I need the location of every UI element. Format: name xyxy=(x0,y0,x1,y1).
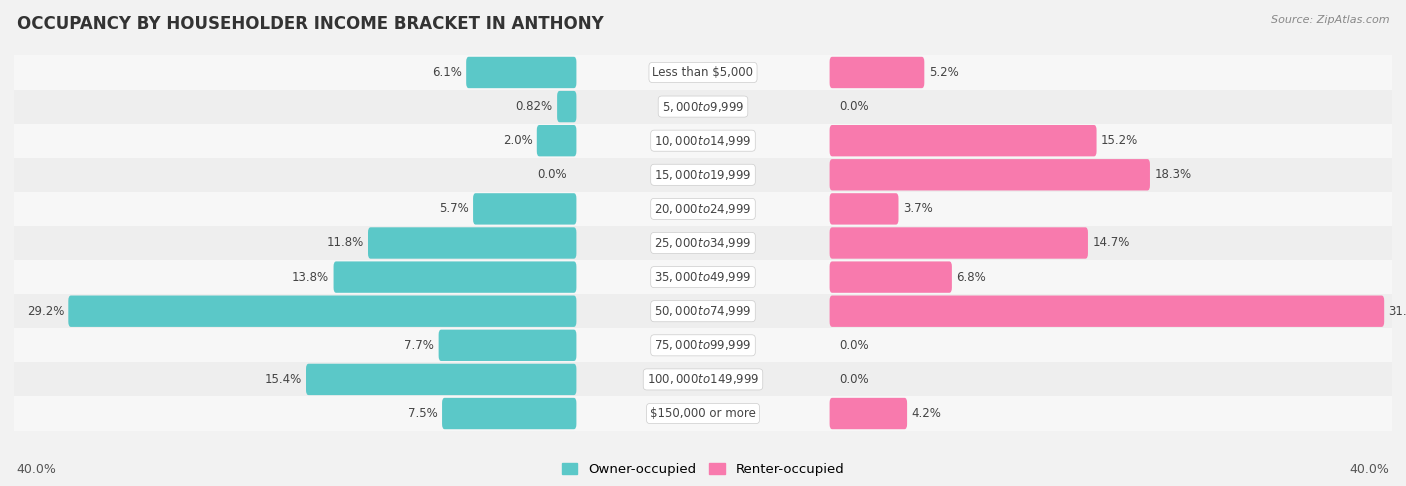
FancyBboxPatch shape xyxy=(333,261,576,293)
Text: 0.0%: 0.0% xyxy=(537,168,567,181)
Bar xyxy=(0,89,1406,123)
Text: 0.0%: 0.0% xyxy=(839,100,869,113)
Text: 40.0%: 40.0% xyxy=(17,463,56,476)
Bar xyxy=(0,192,1406,226)
Text: 5.7%: 5.7% xyxy=(439,202,468,215)
Bar xyxy=(0,55,1406,89)
Text: 3.7%: 3.7% xyxy=(903,202,932,215)
Text: OCCUPANCY BY HOUSEHOLDER INCOME BRACKET IN ANTHONY: OCCUPANCY BY HOUSEHOLDER INCOME BRACKET … xyxy=(17,15,603,33)
FancyBboxPatch shape xyxy=(830,261,952,293)
Text: $20,000 to $24,999: $20,000 to $24,999 xyxy=(654,202,752,216)
Text: 29.2%: 29.2% xyxy=(27,305,65,318)
FancyBboxPatch shape xyxy=(307,364,576,395)
Text: Source: ZipAtlas.com: Source: ZipAtlas.com xyxy=(1271,15,1389,25)
FancyBboxPatch shape xyxy=(830,295,1384,327)
Text: $75,000 to $99,999: $75,000 to $99,999 xyxy=(654,338,752,352)
Text: $15,000 to $19,999: $15,000 to $19,999 xyxy=(654,168,752,182)
Bar xyxy=(0,158,1406,192)
Text: 4.2%: 4.2% xyxy=(911,407,941,420)
Text: Less than $5,000: Less than $5,000 xyxy=(652,66,754,79)
Text: 7.5%: 7.5% xyxy=(408,407,437,420)
FancyBboxPatch shape xyxy=(830,227,1088,259)
Text: $5,000 to $9,999: $5,000 to $9,999 xyxy=(662,100,744,114)
Text: $150,000 or more: $150,000 or more xyxy=(650,407,756,420)
FancyBboxPatch shape xyxy=(368,227,576,259)
Bar xyxy=(0,363,1406,397)
FancyBboxPatch shape xyxy=(830,125,1097,156)
Legend: Owner-occupied, Renter-occupied: Owner-occupied, Renter-occupied xyxy=(557,457,849,481)
FancyBboxPatch shape xyxy=(557,91,576,122)
FancyBboxPatch shape xyxy=(441,398,576,429)
Text: $10,000 to $14,999: $10,000 to $14,999 xyxy=(654,134,752,148)
Text: 0.0%: 0.0% xyxy=(839,373,869,386)
Text: 40.0%: 40.0% xyxy=(1350,463,1389,476)
Text: 11.8%: 11.8% xyxy=(326,237,364,249)
Bar xyxy=(0,123,1406,158)
Bar xyxy=(0,260,1406,294)
FancyBboxPatch shape xyxy=(472,193,576,225)
FancyBboxPatch shape xyxy=(467,57,576,88)
Bar xyxy=(0,328,1406,363)
Text: 7.7%: 7.7% xyxy=(405,339,434,352)
Text: 15.2%: 15.2% xyxy=(1101,134,1137,147)
Text: 6.1%: 6.1% xyxy=(432,66,461,79)
FancyBboxPatch shape xyxy=(69,295,576,327)
Text: 0.82%: 0.82% xyxy=(516,100,553,113)
Text: 13.8%: 13.8% xyxy=(292,271,329,284)
FancyBboxPatch shape xyxy=(537,125,576,156)
Bar xyxy=(0,397,1406,431)
Text: 18.3%: 18.3% xyxy=(1154,168,1191,181)
FancyBboxPatch shape xyxy=(830,159,1150,191)
Text: $50,000 to $74,999: $50,000 to $74,999 xyxy=(654,304,752,318)
Text: 15.4%: 15.4% xyxy=(264,373,302,386)
Text: 6.8%: 6.8% xyxy=(956,271,986,284)
FancyBboxPatch shape xyxy=(830,398,907,429)
FancyBboxPatch shape xyxy=(439,330,576,361)
Text: 31.9%: 31.9% xyxy=(1389,305,1406,318)
FancyBboxPatch shape xyxy=(830,193,898,225)
Text: $35,000 to $49,999: $35,000 to $49,999 xyxy=(654,270,752,284)
Text: $100,000 to $149,999: $100,000 to $149,999 xyxy=(647,372,759,386)
Bar xyxy=(0,294,1406,328)
Bar xyxy=(0,226,1406,260)
FancyBboxPatch shape xyxy=(830,57,924,88)
Text: 2.0%: 2.0% xyxy=(503,134,533,147)
Text: 5.2%: 5.2% xyxy=(928,66,959,79)
Text: 0.0%: 0.0% xyxy=(839,339,869,352)
Text: $25,000 to $34,999: $25,000 to $34,999 xyxy=(654,236,752,250)
Text: 14.7%: 14.7% xyxy=(1092,237,1129,249)
